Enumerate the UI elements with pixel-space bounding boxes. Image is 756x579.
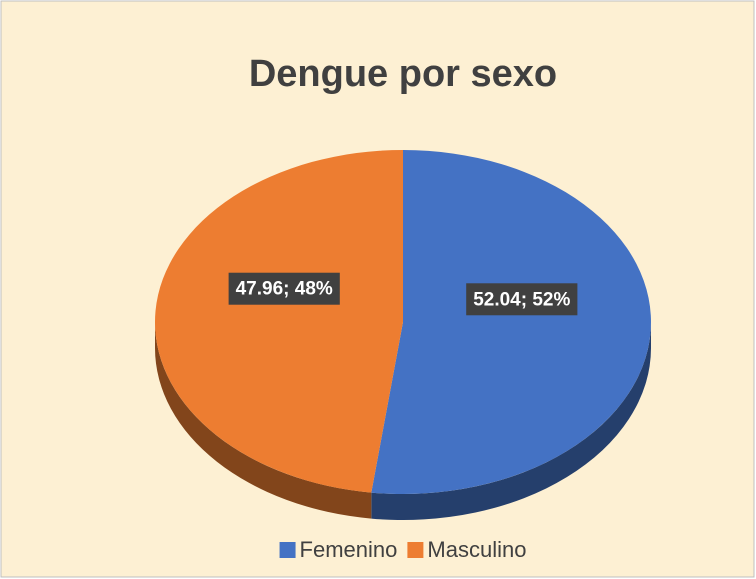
data-label-group: 52.04; 52% xyxy=(466,283,578,316)
data-label: 52.04; 52% xyxy=(473,289,570,310)
legend: Femenino Masculino xyxy=(279,537,526,562)
data-label: 47.96; 48% xyxy=(236,279,333,300)
legend-label: Femenino xyxy=(300,537,398,562)
slice xyxy=(154,150,403,493)
legend-swatch xyxy=(279,542,296,558)
chart-title: Dengue por sexo xyxy=(249,53,557,95)
data-label-box xyxy=(466,283,578,316)
legend-label: Masculino xyxy=(427,537,526,562)
data-label-group: 47.96; 48% xyxy=(228,272,340,305)
slice xyxy=(371,150,651,494)
slice-side xyxy=(371,322,651,520)
data-label-box xyxy=(228,272,340,305)
slice-side xyxy=(155,322,372,519)
legend-swatch xyxy=(407,542,424,558)
